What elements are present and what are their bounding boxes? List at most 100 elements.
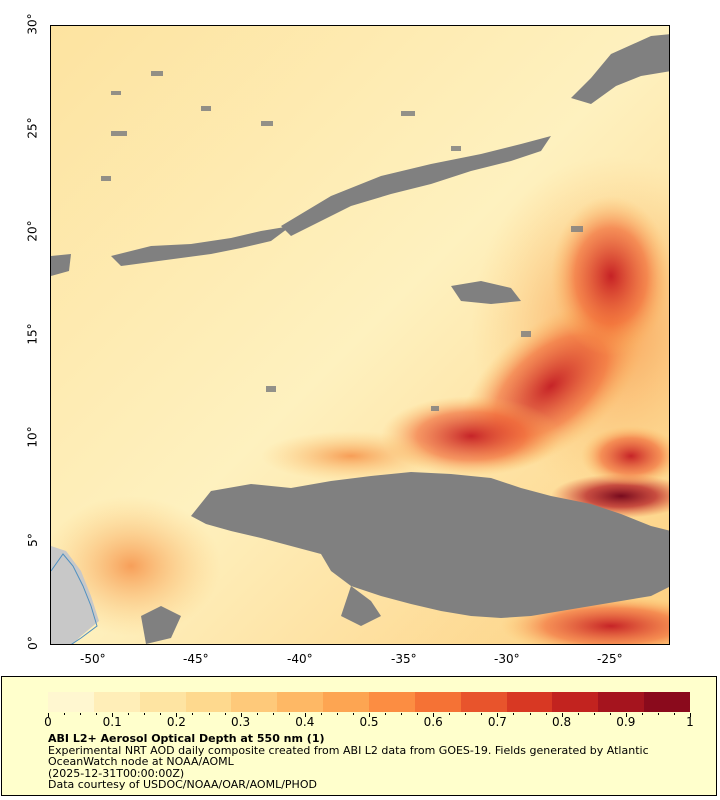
colorbar-tick [673,713,675,715]
colorbar-tick [80,713,82,715]
colorbar-tick [369,713,370,717]
sparse-no-data [101,71,583,411]
x-tick-label: -45° [183,652,209,666]
colorbar-segment [644,692,691,712]
land-region [51,546,99,644]
coastline [51,553,98,644]
colorbar-label: 0.6 [423,715,443,729]
aod-map-image [51,26,669,644]
no-data-region [451,281,521,304]
no-data-region [141,606,181,644]
colorbar-tick [176,713,178,717]
aod-plume [551,196,669,356]
no-data-region [281,136,551,236]
colorbar-tick [513,713,515,715]
colorbar-tick [272,713,274,715]
colorbar-label: 0.1 [102,715,122,729]
colorbar-tick [417,713,419,715]
x-tick-label: -25° [597,652,623,666]
colorbar-label: 0.3 [231,715,251,729]
no-data-region [191,472,669,618]
legend-panel: 0 0.1 0.2 0.3 0.4 0.5 0.6 0.7 0.8 0.9 1 ABI L2+ Ae… [1,676,717,796]
colorbar-tick [593,713,595,715]
legend-description: Experimental NRT AOD daily composite cre… [48,743,649,768]
colorbar-tick [625,713,627,717]
colorbar-tick [561,713,563,717]
colorbar-tick [336,713,338,715]
colorbar-label: 0.5 [359,715,379,729]
colorbar-tick [128,713,130,715]
legend-text: ABI L2+ Aerosol Optical Depth at 550 nm … [48,733,688,791]
colorbar-tick [401,713,403,715]
colorbar-tick [641,713,643,715]
colorbar-tick [304,713,306,717]
colorbar-tick [577,713,579,715]
colorbar-segment [369,692,415,712]
aod-plume [581,426,669,486]
colorbar-segment [323,692,370,712]
colorbar-segment [552,692,599,712]
colorbar-segment [277,692,324,712]
legend-date: (2025-12-31T00:00:00Z) [48,766,185,780]
aod-plume [51,496,221,636]
colorbar-tick [144,713,146,715]
colorbar-tick [112,713,114,717]
aod-map [50,25,670,645]
no-data-region [51,254,71,276]
colorbar-label: 1 [686,715,694,729]
colorbar-tick [96,713,98,715]
y-tick-label: 5° [25,533,40,547]
colorbar-tick [256,713,258,715]
colorbar-segment [506,692,553,712]
colorbar-segment [598,692,645,712]
colorbar-tick [288,713,290,715]
y-tick-label: 15° [25,323,40,345]
y-tick-label: 10° [25,426,40,448]
colorbar-tick [657,713,659,715]
no-data-region [341,586,381,626]
colorbar-tick [545,713,547,715]
colorbar-segment [231,692,278,712]
colorbar-tick [497,713,499,717]
colorbar-tick [465,713,467,715]
colorbar-tick [449,713,451,715]
aod-plume [261,431,441,481]
colorbar-tick [48,713,49,717]
y-tick-label: 25° [25,117,40,139]
colorbar-label: 0.4 [295,715,315,729]
colorbar-segment [414,692,461,712]
colorbar-segment [460,692,507,712]
y-tick-label: 20° [25,220,40,242]
colorbar-tick [64,713,66,715]
colorbar-tick [609,713,611,715]
no-data-region [111,226,291,266]
colorbar-label: 0.2 [166,715,186,729]
colorbar-label: 0.7 [487,715,507,729]
colorbar-segment [48,692,94,712]
x-tick-label: -35° [391,652,417,666]
x-tick-label: -30° [494,652,520,666]
colorbar-tick [320,713,322,715]
x-tick-label: -40° [287,652,313,666]
colorbar-segment [93,692,140,712]
colorbar-segment [139,692,186,712]
legend-title: ABI L2+ Aerosol Optical Depth at 550 nm … [48,732,325,745]
colorbar-tick [690,713,691,717]
y-tick-label: 30° [25,13,40,35]
colorbar-tick [529,713,531,715]
colorbar-tick [385,713,387,715]
colorbar-label: 0.9 [616,715,636,729]
colorbar [48,692,691,712]
legend-credit: Data courtesy of USDOC/NOAA/OAR/AOML/PHO… [48,778,317,791]
colorbar-tick [481,713,483,715]
colorbar-segment [185,692,232,712]
colorbar-tick [240,713,242,717]
y-tick-label: 0° [25,636,40,650]
colorbar-tick [160,713,162,715]
colorbar-tick [208,713,210,715]
colorbar-label: 0 [44,715,52,729]
x-tick-label: -50° [80,652,106,666]
colorbar-tick [433,713,435,717]
colorbar-tick [192,713,194,715]
colorbar-label: 0.8 [552,715,572,729]
